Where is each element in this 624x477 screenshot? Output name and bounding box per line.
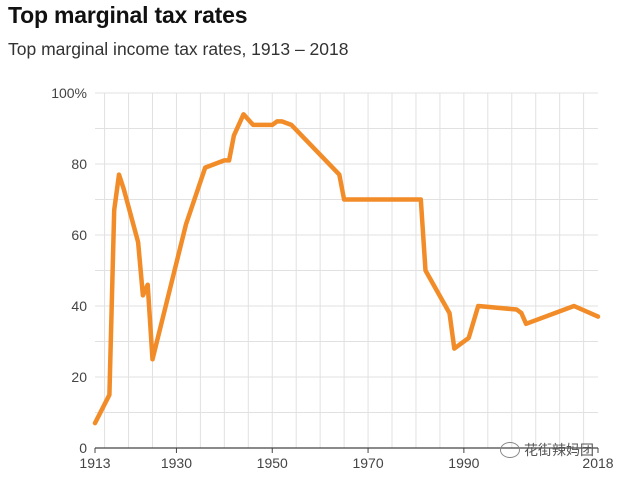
x-tick-label: 1990 [448, 455, 479, 471]
grid-lines [95, 92, 598, 449]
watermark: 花街辣妈团 [500, 440, 594, 460]
x-tick-label: 1930 [161, 455, 192, 471]
series-line [92, 112, 601, 426]
x-axis-ticks: 1913 1930 1950 1970 1990 2018 [79, 448, 614, 471]
chart-title: Top marginal tax rates [8, 2, 248, 28]
x-tick-label: 2018 [582, 455, 613, 471]
wechat-icon [500, 442, 520, 458]
y-tick-label: 40 [71, 298, 87, 314]
y-axis-ticks: 0 20 40 60 80 100% [51, 85, 87, 456]
y-tick-label: 80 [71, 156, 87, 172]
x-tick-label: 1913 [79, 455, 110, 471]
x-tick-label: 1950 [257, 455, 288, 471]
chart-subtitle: Top marginal income tax rates, 1913 – 20… [8, 39, 349, 59]
watermark-text: 花街辣妈团 [524, 442, 594, 458]
y-tick-label: 20 [71, 369, 87, 385]
y-tick-label: 0 [79, 440, 87, 456]
y-tick-label: 60 [71, 227, 87, 243]
series-group [92, 112, 601, 426]
y-tick-label: 100% [51, 85, 87, 101]
x-tick-label: 1970 [352, 455, 383, 471]
